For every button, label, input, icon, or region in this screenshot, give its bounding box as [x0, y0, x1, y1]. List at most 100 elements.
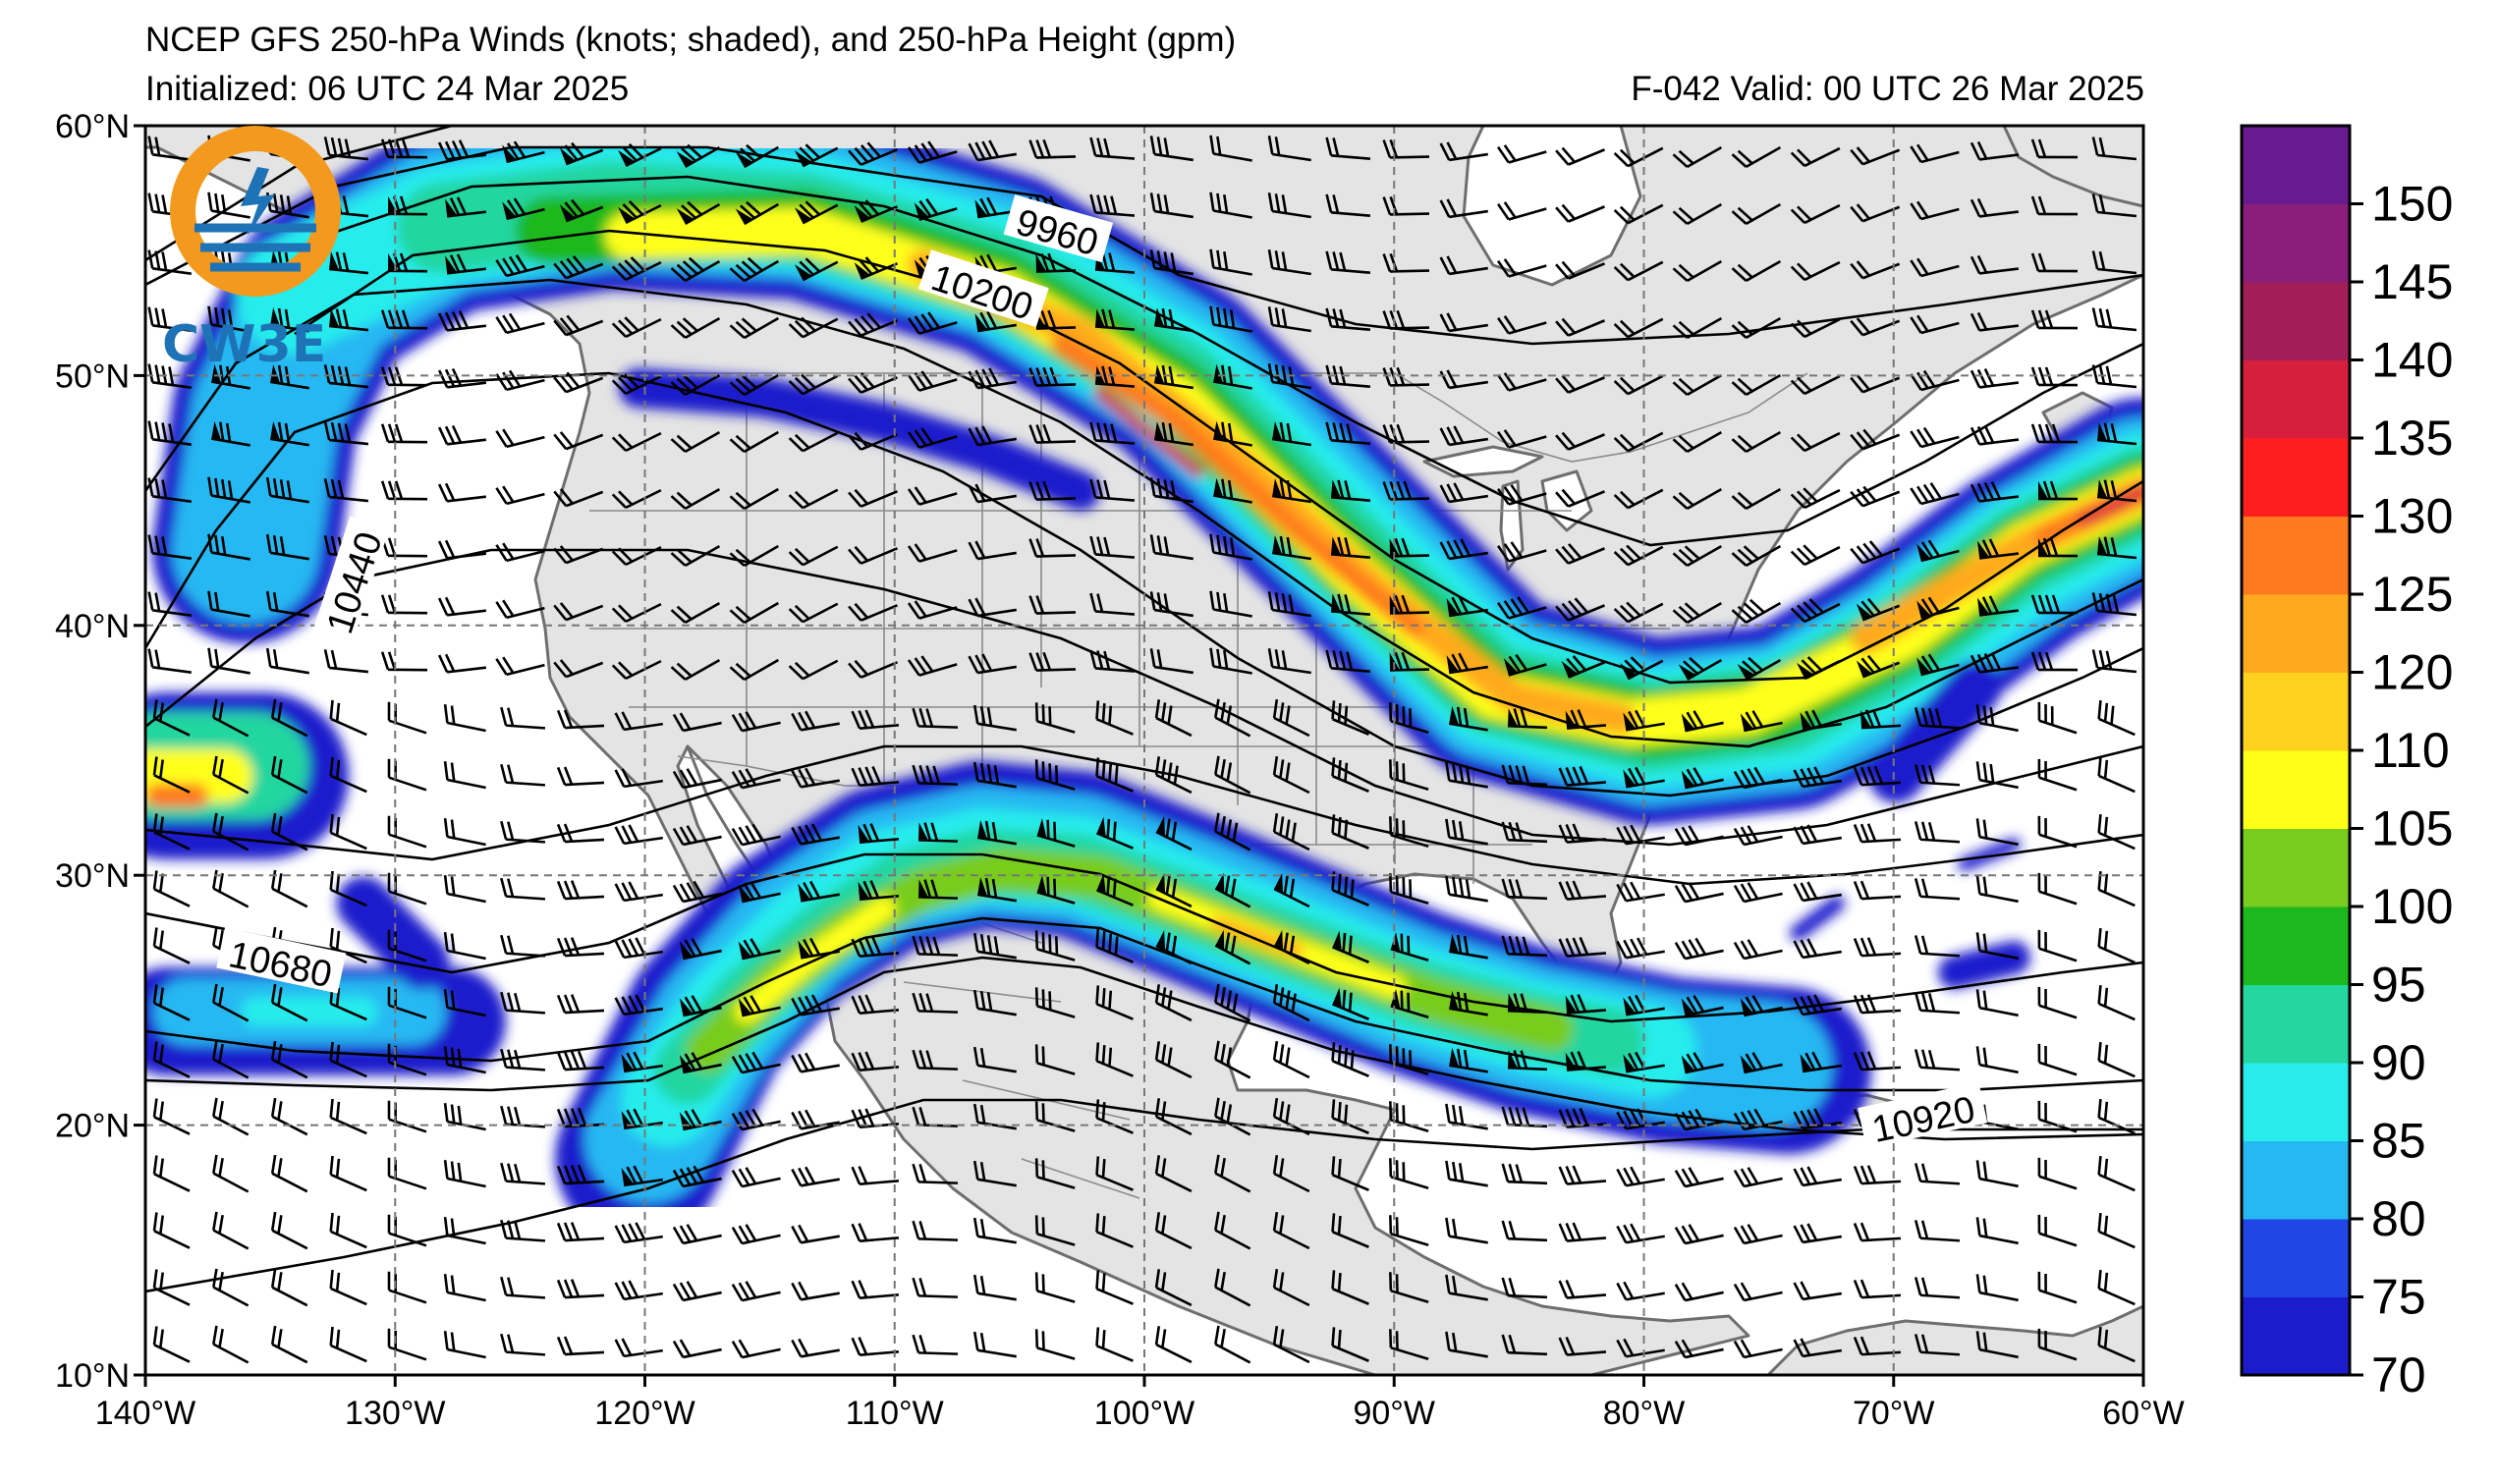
wind-barb	[329, 1212, 367, 1249]
wind-barb	[1970, 481, 2020, 503]
wind-barb	[1155, 872, 1193, 908]
wind-barb	[1330, 479, 1371, 502]
wind-barb	[443, 1331, 486, 1359]
wind-barb	[672, 1339, 722, 1359]
wind-barb	[670, 659, 721, 681]
wind-barb	[731, 1051, 781, 1074]
wind-barb	[1154, 1269, 1193, 1307]
wind-barb	[1034, 930, 1076, 962]
wind-barb	[1733, 1108, 1783, 1131]
wind-barb	[851, 1223, 900, 1242]
wind-barb	[1975, 932, 2019, 961]
wind-barb	[1273, 872, 1310, 908]
wind-barb	[437, 139, 487, 161]
wind-barb	[556, 709, 605, 730]
hudson-bay	[1462, 126, 1642, 287]
wind-barb	[791, 710, 840, 732]
wind-barb	[1096, 873, 1134, 907]
wind-barb	[1850, 540, 1901, 565]
wind-barb	[1389, 1329, 1429, 1361]
wind-barb	[968, 367, 1017, 390]
wind-barb	[1790, 431, 1841, 453]
wind-barb	[1214, 1154, 1251, 1193]
colorbar-swatch	[2242, 1219, 2350, 1297]
lat-tick-label: 50°N	[55, 357, 130, 395]
wind-barb	[495, 254, 545, 278]
wind-barb	[1970, 425, 2020, 446]
wind-barb	[1613, 374, 1664, 396]
wind-barb	[1914, 821, 1961, 844]
colorbar-label: 120	[2371, 645, 2453, 700]
wind-barb	[1914, 935, 1961, 958]
wind-barb	[1850, 146, 1901, 166]
wind-barb	[1616, 937, 1665, 960]
initialized-time: Initialized: 06 UTC 24 Mar 2025	[145, 70, 630, 108]
wind-barb	[2097, 927, 2136, 964]
wind-barb	[1497, 541, 1547, 563]
wind-barb	[2037, 872, 2078, 906]
wind-barb	[1089, 421, 1136, 445]
wind-barb	[2096, 479, 2137, 503]
wind-barb	[1095, 757, 1134, 793]
colorbar-swatch	[2242, 282, 2350, 360]
wind-barb	[2091, 250, 2137, 275]
wind-barb	[1382, 195, 1430, 216]
wind-barb	[1267, 591, 1311, 618]
wind-barb	[553, 659, 604, 679]
wind-barb	[1213, 420, 1252, 447]
wind-barb	[152, 1269, 191, 1306]
wind-barb	[907, 311, 958, 335]
wind-barb	[152, 699, 191, 737]
wind-barb	[147, 306, 192, 332]
wind-barb	[556, 1336, 605, 1356]
wind-barb	[972, 761, 1017, 789]
wind-barb	[553, 488, 604, 508]
wind-barb	[676, 200, 721, 225]
wind-barb	[848, 312, 898, 337]
wind-barb	[1331, 1099, 1369, 1134]
wind-barb	[502, 197, 545, 221]
wind-barb	[968, 483, 1017, 504]
wind-barb	[1214, 929, 1251, 965]
wind-barb	[1914, 1277, 1961, 1299]
wind-barb	[972, 1217, 1017, 1244]
wind-barb	[1439, 198, 1488, 219]
lat-tick-label: 30°N	[55, 857, 130, 895]
wind-barb	[329, 1155, 367, 1192]
wind-barb	[1095, 1156, 1134, 1191]
wind-barb	[977, 877, 1017, 903]
wind-barb	[1389, 759, 1429, 792]
wind-barb	[1503, 653, 1547, 677]
wind-barb	[1916, 596, 1960, 620]
wind-barb	[672, 768, 722, 790]
wind-barb	[1389, 537, 1430, 558]
wind-barb	[1501, 821, 1548, 844]
wind-barb	[437, 424, 487, 446]
wind-barb	[1154, 699, 1193, 738]
wind-barb	[207, 533, 250, 561]
wind-barb	[731, 711, 781, 733]
wind-barb	[2037, 986, 2078, 1019]
wind-barb	[848, 659, 898, 679]
wind-barb	[328, 251, 369, 275]
wind-barb	[270, 364, 309, 390]
wind-barb	[1558, 1165, 1607, 1185]
wind-barb	[329, 1269, 367, 1306]
wind-barb	[1389, 873, 1429, 906]
lon-tick-label: 120°W	[594, 1395, 694, 1432]
wind-barb	[1214, 872, 1251, 908]
wind-barb	[2091, 193, 2137, 218]
wind-barb	[729, 544, 779, 568]
wind-barb	[1507, 1050, 1548, 1072]
wind-barb	[1613, 203, 1664, 225]
wind-barb	[1325, 649, 1371, 673]
wind-barb	[147, 477, 192, 503]
wind-barb	[1214, 1268, 1251, 1307]
wind-barb	[1555, 543, 1605, 565]
wind-barb	[443, 932, 486, 961]
wind-barb	[443, 1046, 486, 1074]
us-canada-border	[589, 372, 1808, 463]
wind-barb	[495, 485, 545, 506]
colorbar-label: 70	[2371, 1347, 2426, 1402]
wind-barb	[729, 373, 779, 397]
